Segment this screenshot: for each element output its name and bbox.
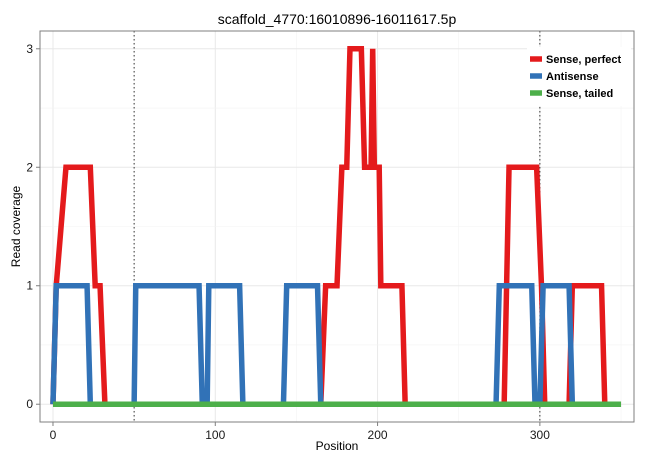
legend-label: Sense, perfect <box>546 54 622 66</box>
legend: Sense, perfect Antisense Sense, tailed <box>527 47 631 106</box>
x-tick-label: 100 <box>205 428 225 442</box>
legend-background <box>527 47 631 106</box>
y-axis-title: Read coverage <box>9 185 23 267</box>
y-tick-label: 2 <box>26 160 33 174</box>
x-tick-label: 300 <box>530 428 550 442</box>
chart-title: scaffold_4770:16010896-16011617.5p <box>218 11 457 27</box>
y-tick-label: 3 <box>26 42 33 56</box>
legend-label: Sense, tailed <box>546 88 613 100</box>
y-tick-label: 0 <box>26 397 33 411</box>
panel-border <box>39 30 635 423</box>
x-axis-title: Position <box>316 439 359 453</box>
axis-ticks: 0 100 200 300 0 1 2 3 <box>26 42 550 442</box>
x-tick-label: 200 <box>368 428 388 442</box>
x-tick-label: 0 <box>50 428 57 442</box>
legend-label: Antisense <box>546 71 599 83</box>
y-tick-label: 1 <box>26 279 33 293</box>
series-lines <box>50 46 622 407</box>
